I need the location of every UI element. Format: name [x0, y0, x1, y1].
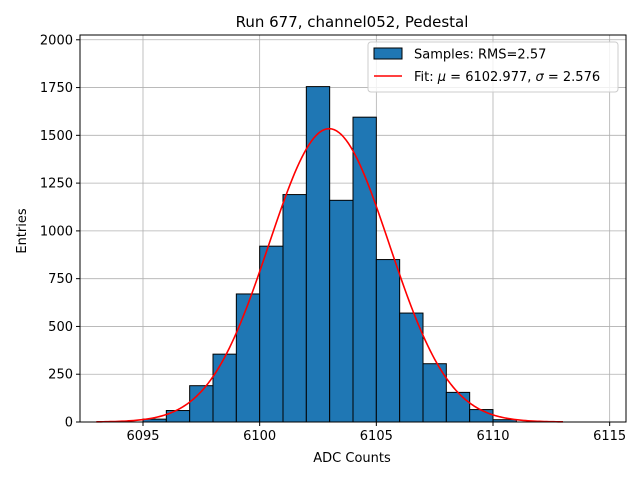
- legend-fit-mid: = 6102.977,: [446, 70, 535, 85]
- y-tick-label: 250: [48, 368, 73, 383]
- histogram-bar: [329, 199, 354, 423]
- histogram-bar: [375, 259, 401, 423]
- fit-curve: [96, 127, 564, 423]
- histogram-bar: [399, 312, 424, 423]
- legend-mu-symbol: μ: [437, 70, 446, 85]
- legend-fit-prefix: Fit:: [414, 70, 438, 85]
- y-tick-label: 0: [65, 416, 73, 431]
- histogram-bar: [165, 410, 191, 423]
- x-axis-label: ADC Counts: [313, 451, 391, 466]
- legend-samples-label: Samples: RMS=2.57: [414, 48, 546, 63]
- legend-fit-end: = 2.576: [544, 70, 600, 85]
- legend-sigma-symbol: σ: [536, 70, 545, 85]
- histogram-bar: [305, 86, 331, 423]
- histogram-bar: [352, 116, 377, 423]
- y-tick-label: 1250: [40, 177, 73, 192]
- histogram-bars: [142, 86, 517, 423]
- x-axis-ticks: 6095 6100 6105 6110 6115: [126, 422, 626, 444]
- y-tick-label: 2000: [40, 33, 73, 48]
- histogram-bar: [282, 194, 307, 423]
- y-tick-label: 750: [48, 272, 73, 287]
- legend-fit-label: Fit: μ = 6102.977, σ = 2.576: [414, 70, 600, 85]
- histogram-bar: [235, 293, 261, 423]
- y-axis-ticks: 0 250 500 750 1000 1250 1500 1750 2000: [40, 33, 80, 431]
- x-tick-label: 6105: [360, 429, 393, 444]
- x-tick-label: 6115: [593, 429, 626, 444]
- x-tick-label: 6100: [243, 429, 276, 444]
- x-tick-label: 6095: [126, 429, 159, 444]
- y-tick-label: 1000: [40, 224, 73, 239]
- histogram-bar: [259, 245, 284, 423]
- y-axis-label: Entries: [15, 208, 30, 254]
- histogram-bar: [212, 353, 237, 423]
- y-tick-label: 500: [48, 320, 73, 335]
- legend: Samples: RMS=2.57 Fit: μ = 6102.977, σ =…: [367, 41, 619, 93]
- chart-title: Run 677, channel052, Pedestal: [236, 13, 469, 31]
- y-tick-label: 1500: [40, 129, 73, 144]
- y-tick-label: 1750: [40, 81, 73, 96]
- plot-frame: [79, 34, 627, 423]
- histogram-bar: [445, 391, 471, 423]
- legend-box: [367, 41, 619, 93]
- legend-samples-swatch: [373, 47, 403, 60]
- histogram-bar: [469, 409, 494, 423]
- x-tick-label: 6110: [476, 429, 509, 444]
